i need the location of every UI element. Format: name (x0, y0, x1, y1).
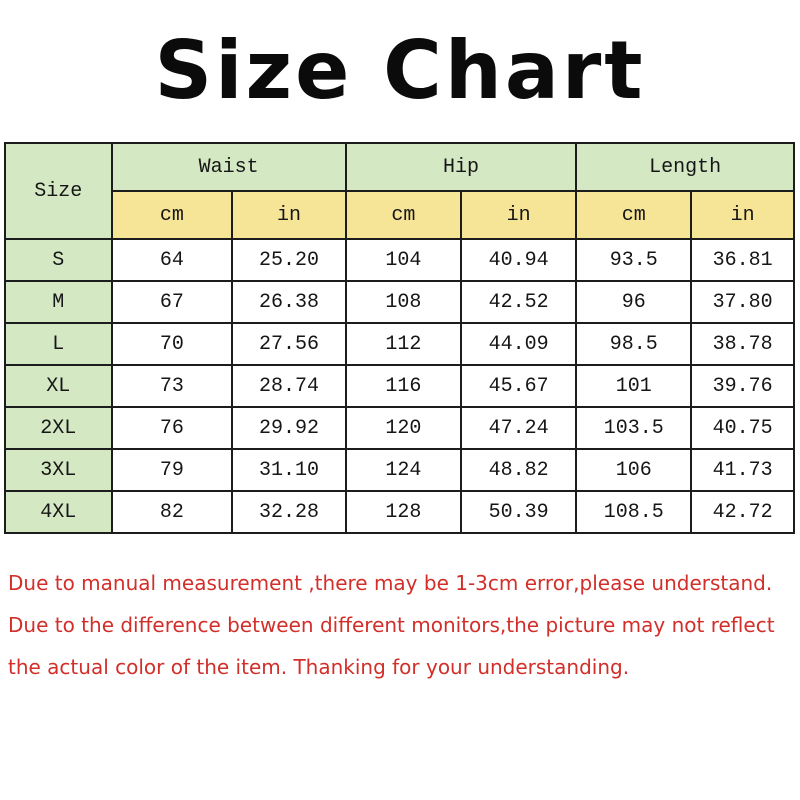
value-cell: 31.10 (231, 448, 347, 492)
value-cell: 32.28 (231, 490, 347, 534)
value-cell: 67 (110, 280, 234, 324)
value-cell: 76 (110, 406, 234, 450)
hip-group-header: Hip (344, 142, 578, 192)
disclaimer-line-1: Due to manual measurement ,there may be … (8, 571, 773, 595)
hip-in-header: in (459, 190, 578, 240)
disclaimer-line-2: Due to the difference between different … (8, 613, 775, 637)
table-row-xl: XL 73 28.74 116 45.67 101 39.76 (4, 364, 795, 408)
length-cm-header: cm (575, 190, 693, 240)
length-group-header: Length (575, 142, 795, 192)
value-cell: 39.76 (690, 364, 795, 408)
size-cell: S (4, 238, 113, 282)
hip-cm-header: cm (344, 190, 463, 240)
waist-group-header: Waist (110, 142, 347, 192)
unit-header-row: cm in cm in cm in (5, 190, 795, 240)
value-cell: 41.73 (690, 448, 795, 492)
value-cell: 104 (344, 238, 463, 282)
value-cell: 120 (344, 406, 463, 450)
value-cell: 40.75 (690, 406, 795, 450)
page-title: Size Chart (154, 24, 646, 117)
value-cell: 27.56 (231, 322, 347, 366)
value-cell: 42.52 (459, 280, 578, 324)
value-cell: 25.20 (231, 238, 347, 282)
value-cell: 70 (110, 322, 234, 366)
value-cell: 79 (110, 448, 234, 492)
table-row-3xl: 3XL 79 31.10 124 48.82 106 41.73 (4, 448, 795, 492)
value-cell: 108.5 (575, 490, 693, 534)
size-cell: XL (4, 364, 113, 408)
size-cell: L (4, 322, 113, 366)
value-cell: 48.82 (459, 448, 578, 492)
table-row-l: L 70 27.56 112 44.09 98.5 38.78 (4, 322, 795, 366)
value-cell: 40.94 (459, 238, 578, 282)
value-cell: 96 (575, 280, 693, 324)
value-cell: 45.67 (459, 364, 578, 408)
size-table: Size Waist Hip Length cm in cm in cm in … (4, 142, 795, 534)
value-cell: 29.92 (231, 406, 347, 450)
value-cell: 98.5 (575, 322, 693, 366)
value-cell: 108 (344, 280, 463, 324)
value-cell: 50.39 (459, 490, 578, 534)
size-cell: 2XL (4, 406, 113, 450)
value-cell: 64 (110, 238, 234, 282)
value-cell: 124 (344, 448, 463, 492)
value-cell: 82 (110, 490, 234, 534)
value-cell: 36.81 (690, 238, 795, 282)
length-in-header: in (690, 190, 795, 240)
size-cell: 3XL (4, 448, 113, 492)
value-cell: 44.09 (459, 322, 578, 366)
value-cell: 106 (575, 448, 693, 492)
waist-in-header: in (231, 190, 347, 240)
value-cell: 116 (344, 364, 463, 408)
table-row-4xl: 4XL 82 32.28 128 50.39 108.5 42.72 (4, 490, 795, 534)
disclaimer-line-3: the actual color of the item. Thanking f… (8, 655, 630, 679)
value-cell: 93.5 (575, 238, 693, 282)
disclaimer-notes: Due to manual measurement ,there may be … (8, 562, 794, 688)
table-row-m: M 67 26.38 108 42.52 96 37.80 (4, 280, 795, 324)
value-cell: 73 (110, 364, 234, 408)
value-cell: 103.5 (575, 406, 693, 450)
table-row-2xl: 2XL 76 29.92 120 47.24 103.5 40.75 (4, 406, 795, 450)
value-cell: 101 (575, 364, 693, 408)
value-cell: 112 (344, 322, 463, 366)
title-area: Size Chart (0, 0, 800, 142)
size-cell: M (4, 280, 113, 324)
group-header-row: Size Waist Hip Length (4, 142, 795, 240)
value-cell: 26.38 (231, 280, 347, 324)
table-row-s: S 64 25.20 104 40.94 93.5 36.81 (4, 238, 795, 282)
size-column-header: Size (4, 142, 113, 240)
value-cell: 28.74 (231, 364, 347, 408)
size-cell: 4XL (4, 490, 113, 534)
value-cell: 38.78 (690, 322, 795, 366)
value-cell: 128 (344, 490, 463, 534)
waist-cm-header: cm (110, 190, 234, 240)
value-cell: 42.72 (690, 490, 795, 534)
value-cell: 37.80 (690, 280, 795, 324)
value-cell: 47.24 (459, 406, 578, 450)
